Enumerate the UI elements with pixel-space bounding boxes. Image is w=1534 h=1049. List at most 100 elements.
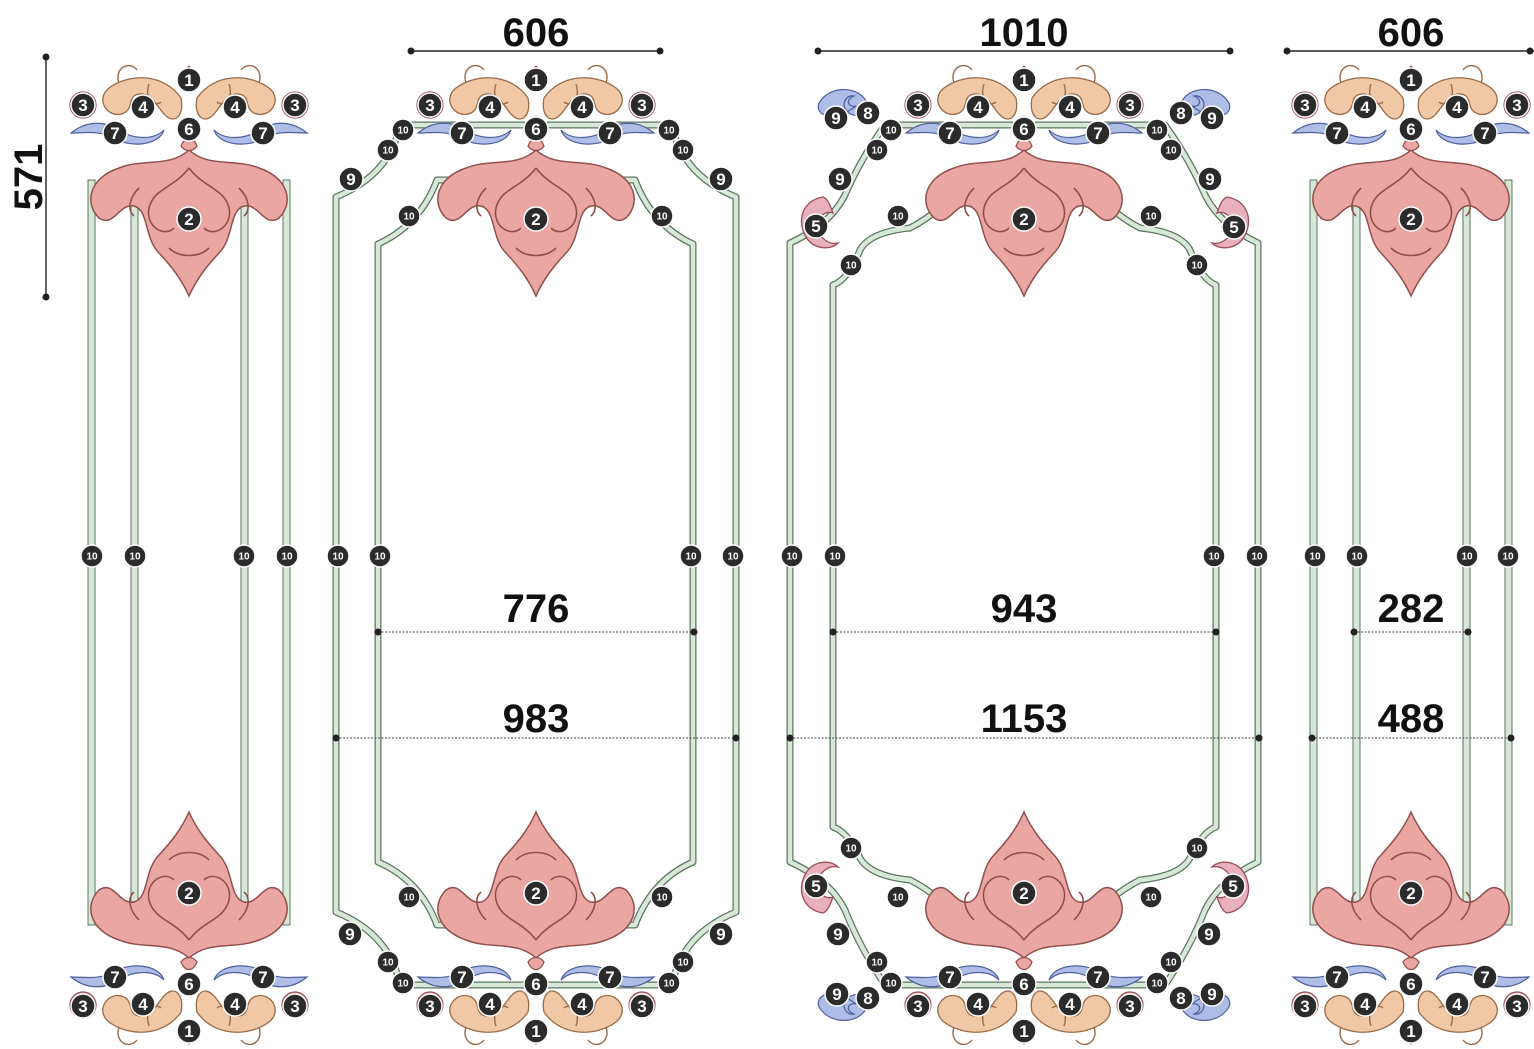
badge-10: 10 bbox=[397, 204, 421, 228]
badge-label: 3 bbox=[913, 997, 922, 1016]
badge-10: 10 bbox=[80, 544, 104, 568]
badge-3: 3 bbox=[1504, 993, 1530, 1019]
badge-label: 4 bbox=[1360, 98, 1370, 117]
badge-label: 10 bbox=[663, 126, 675, 137]
badge-7: 7 bbox=[937, 964, 963, 990]
badge-10: 10 bbox=[865, 950, 889, 974]
badge-label: 9 bbox=[833, 925, 842, 944]
badge-label: 10 bbox=[1151, 126, 1163, 137]
badge-1: 1 bbox=[176, 1018, 202, 1044]
badge-label: 8 bbox=[863, 104, 872, 123]
badge-10: 10 bbox=[1303, 544, 1327, 568]
badge-4: 4 bbox=[1057, 991, 1083, 1017]
badge-4: 4 bbox=[965, 991, 991, 1017]
badge-10: 10 bbox=[1245, 544, 1269, 568]
badge-label: 9 bbox=[832, 985, 841, 1004]
badge-label: 6 bbox=[531, 120, 540, 139]
dim-panel-4-inner-label: 282 bbox=[1378, 587, 1445, 631]
badge-3: 3 bbox=[417, 993, 443, 1019]
badge-label: 7 bbox=[457, 124, 466, 143]
badge-6: 6 bbox=[176, 971, 202, 997]
badge-label: 7 bbox=[1480, 968, 1489, 987]
badge-label: 10 bbox=[677, 958, 689, 969]
badge-label: 2 bbox=[531, 884, 540, 903]
badge-10: 10 bbox=[275, 544, 299, 568]
badge-9: 9 bbox=[825, 921, 851, 947]
dim-panel-3-inner: 943 bbox=[829, 587, 1220, 636]
badge-label: 7 bbox=[258, 124, 267, 143]
badge-label: 10 bbox=[727, 552, 739, 563]
badge-10: 10 bbox=[671, 138, 695, 162]
badge-label: 10 bbox=[677, 146, 689, 157]
badge-label: 4 bbox=[577, 98, 587, 117]
badge-10: 10 bbox=[391, 118, 415, 142]
badge-label: 4 bbox=[1452, 98, 1462, 117]
badge-label: 5 bbox=[1228, 877, 1237, 896]
badge-4: 4 bbox=[477, 94, 503, 120]
badge-10: 10 bbox=[839, 253, 863, 277]
badge-4: 4 bbox=[965, 94, 991, 120]
badge-10: 10 bbox=[397, 885, 421, 909]
badge-label: 9 bbox=[716, 170, 725, 189]
badge-3: 3 bbox=[1117, 92, 1143, 118]
badge-label: 10 bbox=[892, 893, 904, 904]
badge-6: 6 bbox=[176, 116, 202, 142]
badge-3: 3 bbox=[629, 993, 655, 1019]
badge-label: 10 bbox=[374, 552, 386, 563]
badge-6: 6 bbox=[1398, 971, 1424, 997]
badge-10: 10 bbox=[376, 950, 400, 974]
badge-label: 7 bbox=[457, 968, 466, 987]
badge-label: 1 bbox=[184, 71, 193, 90]
badge-7: 7 bbox=[597, 964, 623, 990]
badge-label: 3 bbox=[1125, 96, 1134, 115]
badge-label: 10 bbox=[871, 958, 883, 969]
badge-10: 10 bbox=[657, 118, 681, 142]
badge-4: 4 bbox=[1352, 991, 1378, 1017]
badge-label: 8 bbox=[1176, 104, 1185, 123]
badge-9: 9 bbox=[827, 166, 853, 192]
badge-8: 8 bbox=[855, 100, 881, 126]
badge-label: 2 bbox=[1406, 884, 1415, 903]
badge-label: 7 bbox=[605, 124, 614, 143]
badge-label: 10 bbox=[845, 261, 857, 272]
badge-label: 7 bbox=[945, 124, 954, 143]
badge-5: 5 bbox=[803, 873, 829, 899]
badge-label: 10 bbox=[871, 146, 883, 157]
dim-top-center: 1010 bbox=[814, 11, 1234, 55]
badge-10: 10 bbox=[232, 544, 256, 568]
badge-label: 9 bbox=[1207, 109, 1216, 128]
badge-4: 4 bbox=[1444, 94, 1470, 120]
badge-2: 2 bbox=[1398, 880, 1424, 906]
badge-label: 10 bbox=[1145, 893, 1157, 904]
badge-7: 7 bbox=[102, 120, 128, 146]
badge-label: 4 bbox=[230, 98, 240, 117]
badge-label: 4 bbox=[577, 995, 587, 1014]
badge-10: 10 bbox=[839, 836, 863, 860]
badge-3: 3 bbox=[282, 993, 308, 1019]
badge-2: 2 bbox=[1011, 880, 1037, 906]
badge-10: 10 bbox=[780, 544, 804, 568]
panel-3-frame bbox=[786, 121, 1262, 989]
badge-label: 9 bbox=[1205, 170, 1214, 189]
badge-3: 3 bbox=[1292, 92, 1318, 118]
badge-4: 4 bbox=[222, 991, 248, 1017]
badge-7: 7 bbox=[1324, 120, 1350, 146]
badge-3: 3 bbox=[905, 993, 931, 1019]
badge-4: 4 bbox=[222, 94, 248, 120]
badge-label: 1 bbox=[531, 1022, 540, 1041]
dim-panel-4-outer: 488 bbox=[1308, 697, 1515, 742]
badge-label: 1 bbox=[531, 71, 540, 90]
badge-10: 10 bbox=[1185, 836, 1209, 860]
badge-3: 3 bbox=[629, 92, 655, 118]
badge-4: 4 bbox=[130, 991, 156, 1017]
badge-label: 9 bbox=[1204, 925, 1213, 944]
dim-panel-2-outer: 983 bbox=[332, 697, 740, 742]
badge-label: 5 bbox=[1229, 218, 1238, 237]
badge-label: 7 bbox=[258, 968, 267, 987]
badge-2: 2 bbox=[523, 206, 549, 232]
dim-panel-2-inner: 776 bbox=[374, 587, 698, 636]
badge-1: 1 bbox=[1398, 1018, 1424, 1044]
badge-label: 2 bbox=[184, 884, 193, 903]
badge-5: 5 bbox=[1220, 873, 1246, 899]
badge-label: 2 bbox=[531, 210, 540, 229]
